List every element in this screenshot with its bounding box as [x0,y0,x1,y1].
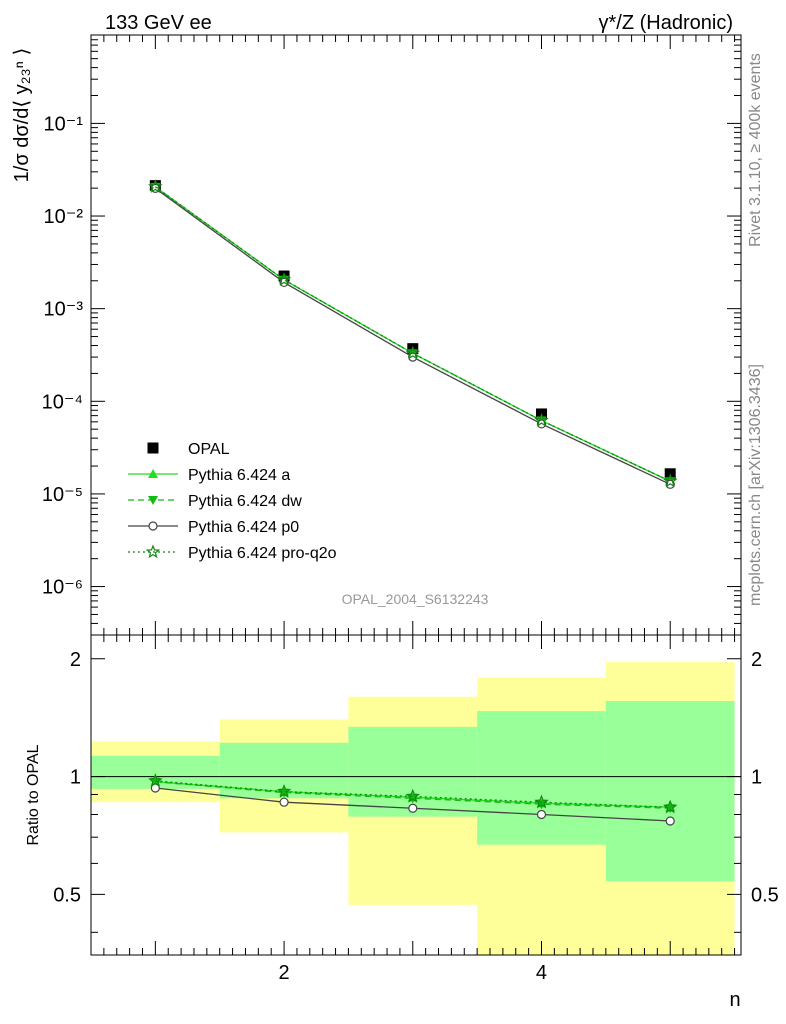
ratio-pythia-6-424-dw-point [665,804,676,814]
y-tick-label: 10⁻² [44,206,84,228]
analysis-id: OPAL_2004_S6132243 [342,591,489,607]
inner-band-bin [605,700,735,882]
ratio-y-tick-label: 1 [70,767,81,789]
legend-pythia-6-424-a-marker [148,469,158,478]
x-axis-label: n [729,989,740,1011]
series-pythia-6-424-pro-q2o-point [534,412,549,427]
legend-pythia-6-424-p0-marker [148,521,158,531]
legend-opal-label: OPAL [188,441,230,458]
legend-pythia-6-424-a-label: Pythia 6.424 a [188,467,290,484]
ratio-pythia-6-424-pro-q2o-point [148,773,163,788]
y-tick-label: 10⁻⁶ [42,577,83,599]
series-pythia-6-424-pro-q2o-point [276,272,292,286]
ratio-pythia-6-424-p0-point [665,816,675,826]
x-tick-label: 4 [536,962,547,984]
ratio-pythia-6-424-pro-q2o-point [405,788,421,803]
series-pythia-6-424-dw-line [154,186,671,482]
legend-pythia-6-424-pro-q2o-marker [145,544,161,559]
ratio-y-tick-label: 1 [751,767,762,789]
inner-band-bin [477,711,606,845]
y-tick-label: 10⁻⁵ [42,484,83,506]
ratio-y-tick-label: 0.5 [751,884,779,906]
y-tick-label: 10⁻⁴ [42,391,83,413]
legend-opal-marker [147,442,159,454]
ratio-pythia-6-424-pro-q2o-point [534,794,549,809]
legend-pythia-6-424-p0-label: Pythia 6.424 p0 [188,519,299,536]
ratio-axes: 0.5 0.5 1 1 2 2 2 4 [53,649,779,984]
ratio-pythia-6-424-dw-point [150,777,161,787]
series-pythia-6-424-pro-q2o-line [154,186,671,482]
ratio-plot-frame [90,634,742,956]
ratio-y-tick-label: 0.5 [53,884,81,906]
series-pythia-6-424-pro-q2o-point [662,473,678,488]
main-axes: 10⁻⁶ 10⁻⁵ 10⁻⁴ 10⁻³ 10⁻² 10⁻¹ [42,34,741,955]
series-pythia-6-424-a-line [154,186,671,482]
rivet-label: Rivet 3.1.10, ≥ 400k events [747,53,764,247]
ratio-y-axis-label: Ratio to OPAL [25,744,42,845]
ratio-y-tick-label: 2 [751,649,762,671]
mcplots-label: mcplots.cern.ch [arXiv:1306.3436] [747,364,764,606]
y-tick-label: 10⁻¹ [44,113,84,135]
series-pythia-6-424-p0-line [154,187,671,485]
ratio-series-layer [148,773,678,826]
ratio-y-tick-label: 2 [70,649,81,671]
legend-pythia-6-424-pro-q2o-label: Pythia 6.424 pro-q2o [188,545,337,562]
series-pythia-6-424-pro-q2o-point [405,345,421,360]
legend: OPAL Pythia 6.424 a Pythia 6.424 dw Pythia … [128,441,337,562]
series-pythia-6-424-pro-q2o-point [148,179,163,193]
legend-pythia-6-424-dw-label: Pythia 6.424 dw [188,493,302,510]
y-tick-label: 10⁻³ [44,299,84,321]
left-title: 133 GeV ee [105,12,212,34]
ratio-pythia-6-424-pro-q2o-point [276,784,292,798]
ratio-pythia-6-424-pro-q2o-point [662,799,678,814]
ratio-pythia-6-424-p0-point [536,809,547,820]
main-y-axis-label: 1/σ dσ/d⟨ y₂₃ⁿ ⟩ [11,48,33,183]
main-series-layer [148,179,678,489]
ratio-pythia-6-424-p0-point [408,803,418,813]
ratio-pythia-6-424-p0-point [279,797,289,807]
ratio-pythia-6-424-pro-q2o-line [155,780,671,808]
x-tick-label: 2 [279,962,290,984]
legend-pythia-6-424-dw-marker [148,496,158,505]
right-title: γ*/Z (Hadronic) [599,12,733,34]
